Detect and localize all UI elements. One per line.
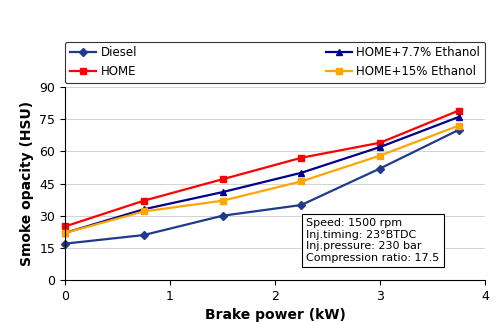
Legend: Diesel, HOME, HOME+7.7% Ethanol, HOME+15% Ethanol: Diesel, HOME, HOME+7.7% Ethanol, HOME+15… — [65, 42, 485, 83]
X-axis label: Brake power (kW): Brake power (kW) — [204, 308, 346, 322]
Text: Speed: 1500 rpm
Inj.timing: 23°BTDC
Inj.pressure: 230 bar
Compression ratio: 17.: Speed: 1500 rpm Inj.timing: 23°BTDC Inj.… — [306, 218, 440, 263]
Y-axis label: Smoke opacity (HSU): Smoke opacity (HSU) — [20, 101, 34, 266]
